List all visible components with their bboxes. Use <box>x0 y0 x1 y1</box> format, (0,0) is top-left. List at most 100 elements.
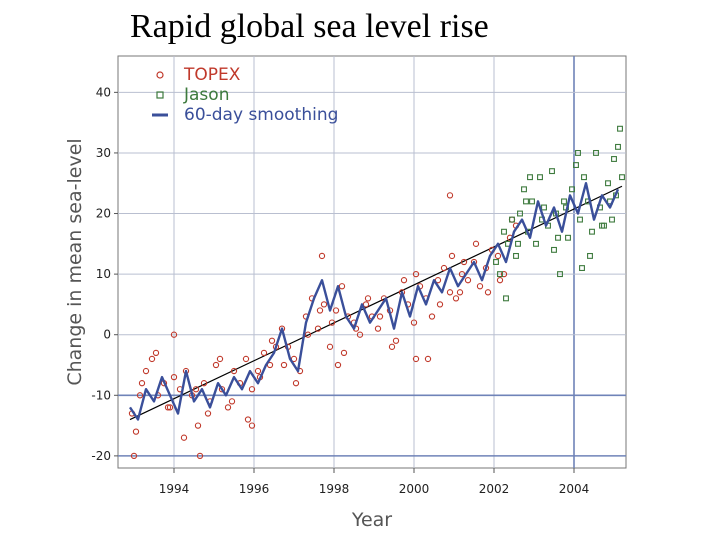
jason-point-10 <box>533 240 539 247</box>
topex-point-33 <box>320 301 328 308</box>
jason-point-45 <box>523 198 529 205</box>
y-axis-label: Change in mean sea-level <box>64 138 86 385</box>
jason-point-33 <box>515 240 521 247</box>
topex-point-72 <box>216 355 224 363</box>
topex-point-18 <box>230 367 238 375</box>
topex-point-1 <box>132 428 140 435</box>
topex-point-100 <box>318 252 326 260</box>
topex-point-39 <box>356 331 364 338</box>
jason-point-42 <box>619 174 625 181</box>
plot-area <box>117 55 627 469</box>
topex-point-85 <box>376 313 384 320</box>
topex-point-99 <box>248 422 256 429</box>
topex-point-67 <box>152 349 160 357</box>
jason-point-9 <box>529 198 535 205</box>
jason-point-34 <box>527 174 533 181</box>
trend-line <box>129 185 623 421</box>
topex-point-12 <box>194 422 202 429</box>
topex-point-73 <box>228 398 236 405</box>
y-tick-label-5: 30 <box>96 146 111 160</box>
topex-point-15 <box>212 361 220 369</box>
jason-point-31 <box>617 125 623 132</box>
topex-point-102 <box>412 355 420 363</box>
x-tick-label-4: 2002 <box>479 482 510 496</box>
topex-point-48 <box>410 319 418 326</box>
jason-point-0 <box>493 259 499 265</box>
x-tick-label-0: 1994 <box>159 482 190 496</box>
topex-point-66 <box>138 380 146 387</box>
jason-point-40 <box>599 222 605 229</box>
jason-point-12 <box>541 204 547 211</box>
legend-jason-marker <box>156 91 164 99</box>
x-tick-label-1: 1996 <box>239 482 270 496</box>
topex-point-45 <box>392 337 400 344</box>
jason-point-38 <box>575 149 581 156</box>
topex-point-17 <box>224 404 232 411</box>
x-axis-label: Year <box>351 509 392 531</box>
slide-title: Rapid global sea level rise <box>130 8 489 45</box>
jason-point-21 <box>577 216 583 223</box>
topex-point-23 <box>260 349 268 357</box>
jason-point-16 <box>557 271 563 278</box>
jason-point-18 <box>565 234 571 241</box>
y-tick-label-0: -20 <box>91 449 111 463</box>
axis-ticks: 1994 1996 1998 2000 2002 2004 -20 -10 0 10 20 30 40 <box>91 85 589 496</box>
legend-label-0: TOPEX <box>183 65 241 85</box>
topex-point-104 <box>456 289 464 296</box>
topex-point-77 <box>280 361 288 369</box>
jason-point-44 <box>555 234 561 241</box>
topex-point-57 <box>464 277 472 284</box>
topex-point-92 <box>460 258 468 266</box>
topex-point-55 <box>452 295 460 302</box>
topex-point-3 <box>142 367 150 375</box>
topex-point-89 <box>424 355 432 363</box>
jason-point-5 <box>513 252 519 259</box>
jason-point-41 <box>611 156 617 162</box>
x-tick-label-3: 2000 <box>399 482 430 496</box>
jason-point-4 <box>509 216 515 223</box>
topex-point-36 <box>338 283 346 290</box>
topex-point-40 <box>362 301 370 308</box>
topex-point-86 <box>388 343 396 350</box>
jason-point-47 <box>615 143 621 150</box>
jason-point-32 <box>503 295 509 302</box>
topex-point-95 <box>496 277 504 284</box>
topex-point-80 <box>316 307 324 314</box>
jason-point-43 <box>579 265 585 272</box>
legend-label-1: Jason <box>183 85 229 105</box>
topex-point-59 <box>476 283 484 290</box>
x-tick-label-2: 1998 <box>319 482 350 496</box>
topex-point-63 <box>500 270 508 278</box>
y-tick-label-3: 10 <box>96 267 111 281</box>
jason-point-11 <box>537 174 543 181</box>
topex-point-70 <box>192 386 200 393</box>
y-tick-label-2: 0 <box>103 328 111 342</box>
topex-point-53 <box>440 264 448 272</box>
jason-point-1 <box>497 271 503 278</box>
jason-point-19 <box>569 186 575 193</box>
legend-topex-marker <box>156 71 164 79</box>
topex-point-13 <box>200 380 208 387</box>
data-layer <box>128 125 625 460</box>
jason-point-17 <box>561 198 567 205</box>
topex-point-69 <box>180 434 188 441</box>
topex-point-4 <box>148 355 156 363</box>
jason-point-14 <box>549 168 555 175</box>
jason-point-22 <box>581 174 587 181</box>
jason-point-2 <box>501 228 507 235</box>
topex-point-7 <box>166 404 174 411</box>
topex-point-20 <box>242 355 250 363</box>
topex-point-54 <box>446 289 454 296</box>
topex-point-35 <box>332 307 340 314</box>
legend-label-2: 60-day smoothing <box>184 105 338 125</box>
topex-point-93 <box>472 240 480 247</box>
y-tick-label-4: 20 <box>96 207 111 221</box>
jason-point-36 <box>551 246 557 253</box>
jason-point-28 <box>605 180 611 187</box>
topex-point-81 <box>328 319 336 326</box>
topex-point-97 <box>130 452 138 460</box>
topex-point-16 <box>218 386 226 393</box>
topex-point-105 <box>170 331 178 338</box>
topex-point-71 <box>204 410 212 417</box>
